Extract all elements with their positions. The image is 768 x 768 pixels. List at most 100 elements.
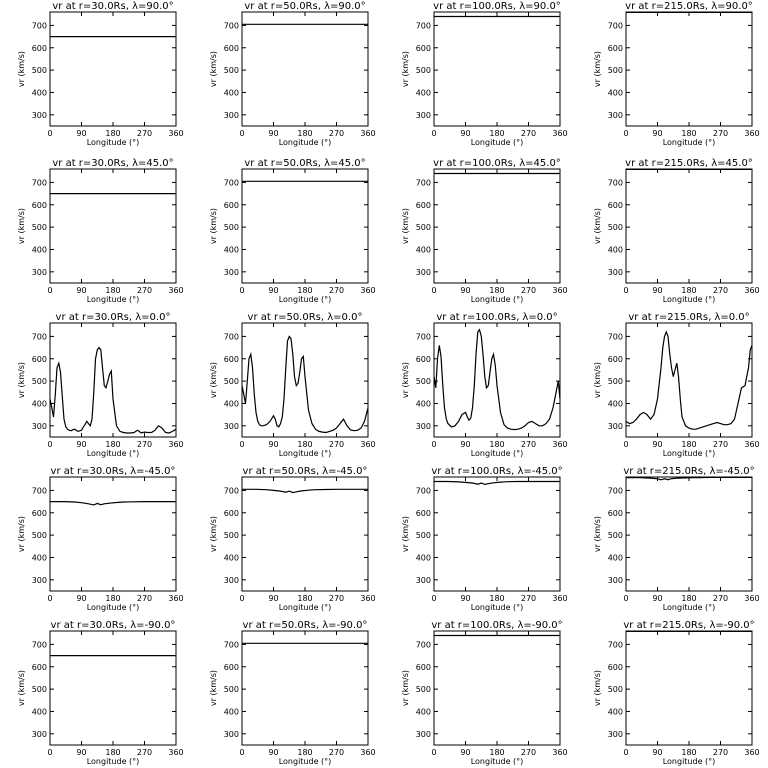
x-tick-label: 90 — [460, 129, 470, 138]
x-tick-label: 180 — [681, 594, 696, 603]
y-tick-label: 300 — [608, 111, 623, 120]
chart-panel: vr at r=100.0Rs, λ=-45.0° 0 90 180 270 360 300… — [401, 466, 568, 612]
y-tick-label: 500 — [32, 377, 47, 386]
y-tick-label: 500 — [416, 66, 431, 75]
y-axis-label: vr (km/s) — [17, 516, 26, 552]
y-tick-label: 300 — [416, 422, 431, 431]
y-tick-label: 700 — [608, 486, 623, 495]
x-tick-label: 180 — [489, 440, 504, 449]
y-tick-label: 700 — [608, 21, 623, 30]
panel-title: vr at r=50.0Rs, λ=90.0° — [244, 1, 365, 12]
x-tick-label: 270 — [713, 594, 728, 603]
x-axis-label: Longitude (°) — [471, 603, 524, 612]
y-tick-label: 700 — [32, 21, 47, 30]
y-tick-label: 600 — [32, 355, 47, 364]
x-tick-label: 270 — [713, 129, 728, 138]
panel-title: vr at r=30.0Rs, λ=0.0° — [56, 312, 171, 323]
y-tick-label: 600 — [608, 509, 623, 518]
data-line — [241, 335, 369, 434]
x-tick-label: 90 — [460, 286, 470, 295]
chart-panel: vr at r=30.0Rs, λ=45.0° 0 90 180 270 360 300 40… — [17, 158, 184, 304]
y-tick-label: 700 — [224, 178, 239, 187]
x-axis-label: Longitude (°) — [279, 603, 332, 612]
chart-panel: vr at r=215.0Rs, λ=-90.0° 0 90 180 270 360 300… — [593, 620, 760, 766]
plot-frame — [625, 476, 753, 592]
x-tick-label: 180 — [681, 286, 696, 295]
panel-title: vr at r=215.0Rs, λ=-45.0° — [623, 466, 754, 477]
plot-frame — [49, 630, 177, 746]
x-tick-label: 270 — [329, 748, 344, 757]
plot-frame — [625, 11, 753, 127]
x-tick-label: 270 — [137, 286, 152, 295]
x-tick-label: 180 — [489, 594, 504, 603]
y-tick-label: 600 — [32, 509, 47, 518]
x-tick-label: 0 — [431, 748, 436, 757]
x-axis-label: Longitude (°) — [87, 295, 140, 304]
x-tick-label: 90 — [268, 594, 278, 603]
x-axis-label: Longitude (°) — [279, 138, 332, 147]
y-tick-label: 400 — [32, 399, 47, 408]
data-line — [242, 488, 368, 494]
x-tick-label: 0 — [623, 594, 628, 603]
y-tick-label: 500 — [416, 223, 431, 232]
y-tick-label: 600 — [416, 663, 431, 672]
x-tick-label: 0 — [47, 129, 52, 138]
y-tick-label: 400 — [416, 553, 431, 562]
plot-frame — [49, 11, 177, 127]
y-tick-label: 600 — [224, 201, 239, 210]
y-tick-label: 700 — [32, 640, 47, 649]
x-tick-label: 180 — [681, 129, 696, 138]
x-tick-label: 270 — [329, 129, 344, 138]
x-tick-label: 90 — [76, 594, 86, 603]
chart-panel: vr at r=215.0Rs, λ=45.0° 0 90 180 270 360 300 4… — [593, 158, 760, 304]
plot-frame — [241, 168, 369, 284]
x-tick-label: 90 — [652, 594, 662, 603]
data-line — [625, 330, 753, 430]
x-tick-label: 90 — [652, 748, 662, 757]
data-line — [434, 480, 560, 486]
panel-title: vr at r=215.0Rs, λ=-90.0° — [623, 620, 754, 631]
y-tick-label: 600 — [608, 201, 623, 210]
x-tick-label: 180 — [297, 594, 312, 603]
y-tick-label: 400 — [224, 245, 239, 254]
y-tick-label: 600 — [416, 509, 431, 518]
x-tick-label: 270 — [713, 748, 728, 757]
x-tick-label: 180 — [297, 440, 312, 449]
chart-panel: vr at r=100.0Rs, λ=0.0° 0 90 180 270 360 300 40… — [401, 312, 568, 458]
x-axis-label: Longitude (°) — [663, 603, 716, 612]
y-tick-label: 500 — [416, 531, 431, 540]
x-tick-label: 0 — [47, 440, 52, 449]
y-tick-label: 400 — [608, 88, 623, 97]
x-tick-label: 180 — [105, 440, 120, 449]
y-tick-label: 700 — [416, 21, 431, 30]
y-tick-label: 400 — [608, 399, 623, 408]
panel-title: vr at r=50.0Rs, λ=0.0° — [248, 312, 363, 323]
x-tick-label: 90 — [76, 440, 86, 449]
y-tick-label: 600 — [608, 663, 623, 672]
x-tick-label: 180 — [489, 748, 504, 757]
x-tick-label: 360 — [168, 129, 183, 138]
y-tick-label: 300 — [32, 268, 47, 277]
y-tick-label: 300 — [224, 111, 239, 120]
y-tick-label: 400 — [608, 707, 623, 716]
y-tick-label: 500 — [608, 685, 623, 694]
y-axis-label: vr (km/s) — [593, 208, 602, 244]
chart-panel: vr at r=50.0Rs, λ=45.0° 0 90 180 270 360 300 40… — [209, 158, 376, 304]
x-tick-label: 180 — [105, 748, 120, 757]
y-tick-label: 400 — [224, 399, 239, 408]
plot-frame — [433, 476, 561, 592]
x-tick-label: 270 — [329, 440, 344, 449]
x-tick-label: 180 — [489, 129, 504, 138]
panel-title: vr at r=100.0Rs, λ=-45.0° — [431, 466, 562, 477]
x-tick-label: 0 — [623, 748, 628, 757]
y-tick-label: 400 — [416, 245, 431, 254]
x-axis-label: Longitude (°) — [279, 449, 332, 458]
chart-panel: vr at r=30.0Rs, λ=0.0° 0 90 180 270 360 300 400… — [17, 312, 184, 458]
plot-frame — [49, 168, 177, 284]
y-axis-label: vr (km/s) — [401, 516, 410, 552]
x-tick-label: 0 — [623, 440, 628, 449]
y-tick-label: 500 — [224, 223, 239, 232]
y-tick-label: 500 — [32, 685, 47, 694]
x-tick-label: 270 — [521, 594, 536, 603]
